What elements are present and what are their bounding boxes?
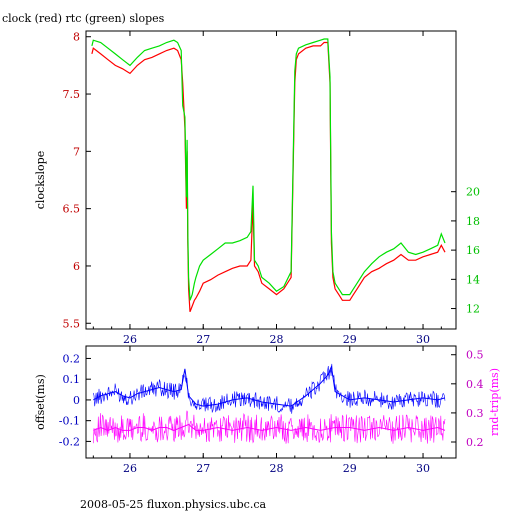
y2-tick-label: 20 [466,186,480,199]
y2-tick-label: 18 [466,215,480,228]
series-line-clock [91,41,446,313]
chart-title: clock (red) rtc (green) slopes [2,12,165,25]
y-tick-label: 6 [73,260,80,273]
x-tick-label: 27 [196,333,210,346]
y-tick-label: 0 [73,394,80,407]
x-tick-label: 29 [343,333,357,346]
y-tick-label: -0.1 [59,415,80,428]
series-line-rtc [91,38,446,301]
x-tick-label: 26 [123,462,137,475]
plot-frame [85,345,457,459]
bottom-panel: 26 27 28 29 30 -0.2 -0.1 0 0.1 0.2 0.2 0.3 0.4 0.5 off… [34,345,501,475]
y-tick-label: 7.5 [63,88,81,101]
y2-tick-label: 0.5 [466,349,484,362]
y2-tick-label: 0.2 [466,436,484,449]
y2-tick-label: 0.3 [466,407,484,420]
y-tick-label: 8 [73,31,80,44]
y-axis-label: offset(ms) [34,374,47,430]
series-noise-offset [93,363,446,414]
y-axis-label: clockslope [34,151,47,209]
series-noise-rnd-trip [93,410,446,444]
x-tick-label: 30 [416,333,430,346]
x-tick-label: 28 [269,333,283,346]
x-tick-label: 27 [196,462,210,475]
y-tick-label: 0.2 [63,352,81,365]
x-tick-label: 28 [269,462,283,475]
top-panel: 26 27 28 29 30 5.5 6 6.5 7 7.5 8 12 14 16 18 20 clockslo… [34,30,480,346]
y-tick-label: -0.2 [59,435,80,448]
y2-tick-label: 0.4 [466,378,484,391]
footer-text: 2008-05-25 fluxon.physics.ubc.ca [80,498,266,511]
y-tick-label: 7 [73,145,80,158]
x-tick-label: 30 [416,462,430,475]
y2-tick-label: 16 [466,244,480,257]
x-tick-label: 26 [123,333,137,346]
y-tick-label: 6.5 [63,203,81,216]
x-tick-label: 29 [343,462,357,475]
y-tick-label: 5.5 [63,317,81,330]
y-tick-label: 0.1 [63,373,81,386]
y2-axis-label: rnd-trip(ms) [488,368,501,436]
y2-tick-label: 14 [466,273,480,286]
y2-tick-label: 12 [466,303,480,316]
plot-frame [85,30,457,330]
